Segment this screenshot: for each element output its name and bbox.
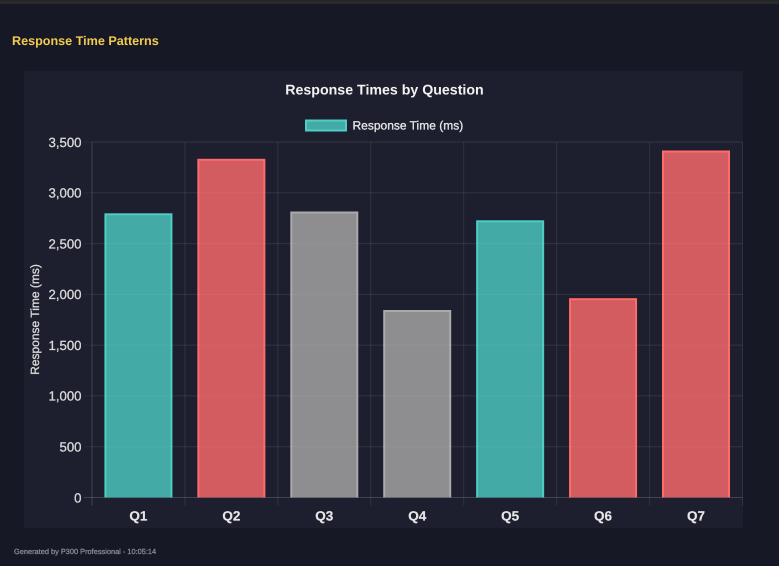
- svg-text:Q5: Q5: [501, 509, 520, 524]
- svg-text:Response Time (ms): Response Time (ms): [353, 118, 464, 132]
- svg-text:3,000: 3,000: [48, 186, 81, 201]
- svg-text:Q1: Q1: [129, 509, 148, 524]
- svg-text:500: 500: [59, 440, 81, 455]
- svg-text:2,000: 2,000: [48, 287, 81, 302]
- svg-text:Response Times by Question: Response Times by Question: [285, 82, 483, 98]
- svg-text:Q7: Q7: [687, 509, 705, 524]
- svg-text:Response Time (ms): Response Time (ms): [28, 264, 42, 375]
- svg-text:Q2: Q2: [222, 509, 240, 524]
- svg-text:Response Time Patterns: Response Time Patterns: [12, 34, 159, 48]
- svg-text:3,500: 3,500: [48, 135, 81, 150]
- svg-text:Generated by P300 Professional: Generated by P300 Professional - 10:05:1…: [14, 547, 156, 556]
- svg-text:Q6: Q6: [594, 509, 613, 524]
- svg-text:0: 0: [74, 490, 81, 505]
- svg-text:2,500: 2,500: [48, 236, 81, 251]
- svg-text:1,000: 1,000: [48, 389, 81, 404]
- svg-text:1,500: 1,500: [48, 338, 81, 353]
- svg-text:Q4: Q4: [408, 509, 427, 524]
- svg-text:Q3: Q3: [315, 509, 334, 524]
